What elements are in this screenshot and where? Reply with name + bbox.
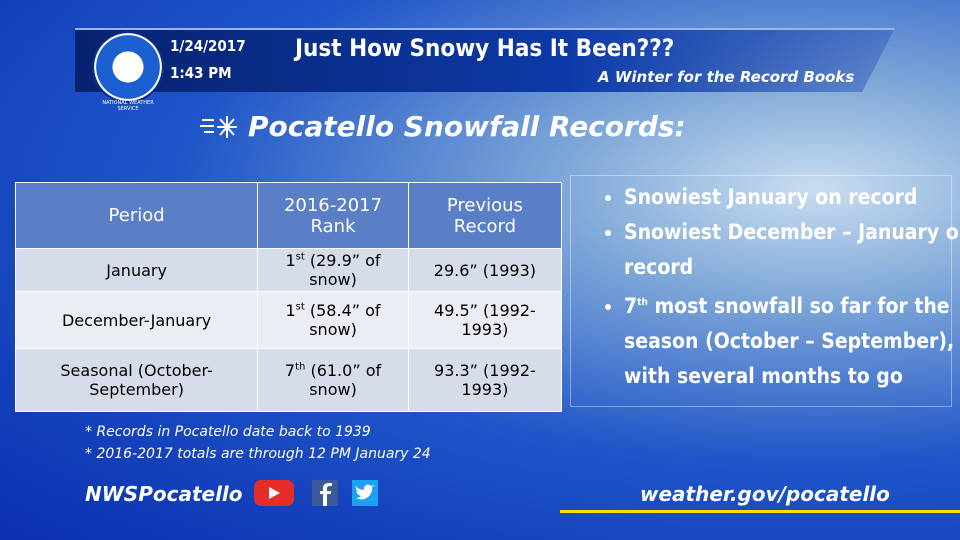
bullet-text: Snowiest January on record: [624, 185, 918, 209]
bullet: Snowiest December – January on record: [624, 215, 960, 285]
bullet: Snowiest January on record: [624, 180, 960, 215]
logo: [92, 31, 164, 103]
header-band: [75, 28, 895, 92]
rank-detail: (29.9” of snow): [304, 251, 381, 289]
title: Just How Snowy Has It Been???: [295, 34, 675, 62]
time: 1:43 PM: [170, 64, 232, 82]
header-row: Period 2016-2017 Rank Previous Record: [14, 182, 563, 249]
accent-bar: [560, 510, 960, 513]
bullet-list: Snowiest January on record Snowiest Decem…: [590, 180, 960, 394]
rank: 1: [285, 301, 296, 320]
bullet: 7th most snowfall so far for the season …: [624, 285, 960, 394]
social-icons: [254, 480, 378, 506]
note: * Records in Pocatello date back to 1939: [85, 424, 371, 440]
table-row: December-January 1st (58.4” of snow) 49.5”…: [14, 291, 563, 349]
table-cell: 93.3” (1992-1993): [407, 348, 563, 412]
rank-detail: (58.4” of snow): [304, 301, 381, 339]
rank-suffix: th: [295, 361, 306, 373]
date: 1/24/2017: [170, 37, 246, 55]
url[interactable]: weather.gov/pocatello: [640, 482, 890, 506]
column-header: Period: [14, 182, 259, 249]
table-cell: January: [14, 248, 259, 292]
bullet-text: most snowfall so far for the season (Oct…: [624, 294, 955, 388]
subtitle: A Winter for the Record Books: [598, 68, 855, 86]
table-cell: 29.6” (1993): [407, 248, 563, 292]
rank-detail: (61.0” of snow): [305, 361, 382, 399]
rank-suffix: th: [637, 297, 648, 308]
bullet-box: [570, 175, 952, 407]
table-cell: 1st (29.9” of snow): [257, 248, 409, 292]
records-table: Period 2016-2017 Rank Previous Record Janua…: [14, 182, 563, 412]
rank-suffix: st: [295, 301, 305, 313]
table-cell: 1st (58.4” of snow): [257, 291, 409, 349]
table-cell: 49.5” (1992-1993): [407, 291, 563, 349]
table-row: Seasonal (October-September) 7th (61.0” o…: [14, 348, 563, 412]
rank: 7: [624, 294, 638, 318]
social-handle: NWSPocatello: [85, 482, 243, 506]
column-header: Previous Record: [407, 182, 563, 249]
logo-text: NATIONAL WEATHER SERVICE: [102, 100, 154, 112]
bullet-text: Snowiest December – January on record: [624, 220, 960, 279]
rank-suffix: st: [295, 251, 305, 263]
note: * 2016-2017 totals are through 12 PM Jan…: [85, 446, 431, 462]
table-cell: December-January: [14, 291, 259, 349]
section-title: Pocatello Snowfall Records:: [248, 110, 686, 143]
rank: 7: [284, 361, 296, 380]
rank: 1: [285, 251, 296, 270]
table-cell: 7th (61.0” of snow): [257, 348, 409, 412]
table-cell: Seasonal (October-September): [14, 348, 259, 412]
snow-icon: [200, 116, 237, 138]
table-row: January 1st (29.9” of snow) 29.6” (1993): [14, 248, 563, 292]
column-header: 2016-2017 Rank: [257, 182, 409, 249]
